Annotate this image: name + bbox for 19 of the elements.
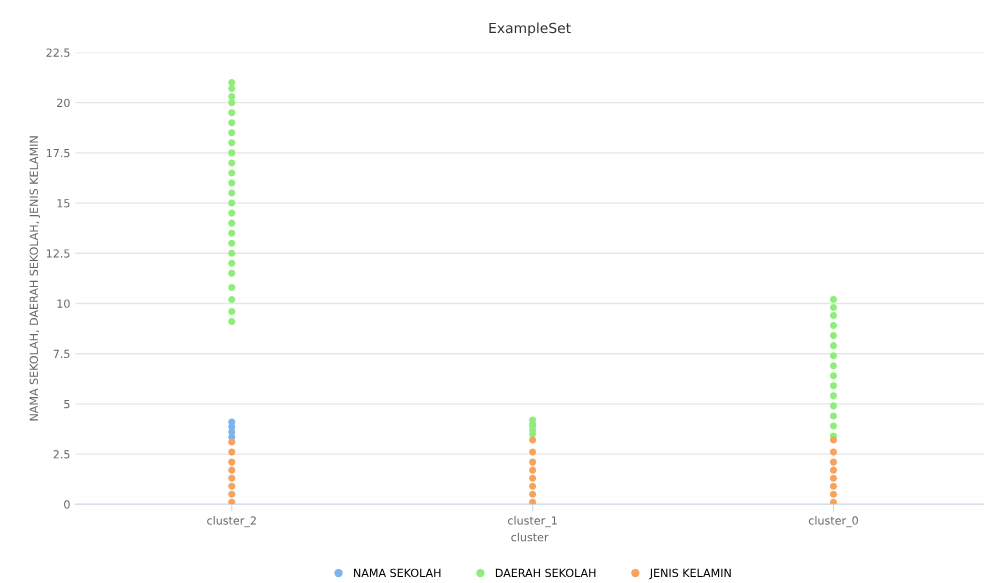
x-axis-title: cluster — [511, 532, 549, 542]
legend-label: DAERAH SEKOLAH — [495, 568, 596, 578]
y-tick-label: 0 — [64, 500, 70, 509]
x-tick-label: cluster_2 — [207, 516, 256, 528]
y-tick-label: 22.5 — [46, 48, 70, 57]
legend-label: NAMA SEKOLAH — [354, 568, 441, 578]
y-tick-label: 20 — [57, 98, 70, 108]
y-tick-label: 5 — [64, 400, 70, 409]
y-tick-label: 15 — [57, 199, 70, 208]
y-tick-label: 10 — [57, 299, 70, 308]
chart-title: ExampleSet — [489, 22, 571, 36]
legend-label: JENIS KELAMIN — [649, 568, 731, 580]
y-axis-title: NAMA SEKOLAH, DAERAH SEKOLAH, JENIS KELAMIN — [29, 136, 41, 421]
y-tick-label: 17.5 — [46, 149, 70, 158]
y-tick-label: 12.5 — [46, 249, 70, 258]
y-tick-label: 7.5 — [53, 349, 70, 359]
y-tick-label: 2.5 — [53, 450, 70, 459]
x-tick-label: cluster_0 — [808, 516, 858, 528]
x-tick-label: cluster_1 — [508, 516, 557, 528]
